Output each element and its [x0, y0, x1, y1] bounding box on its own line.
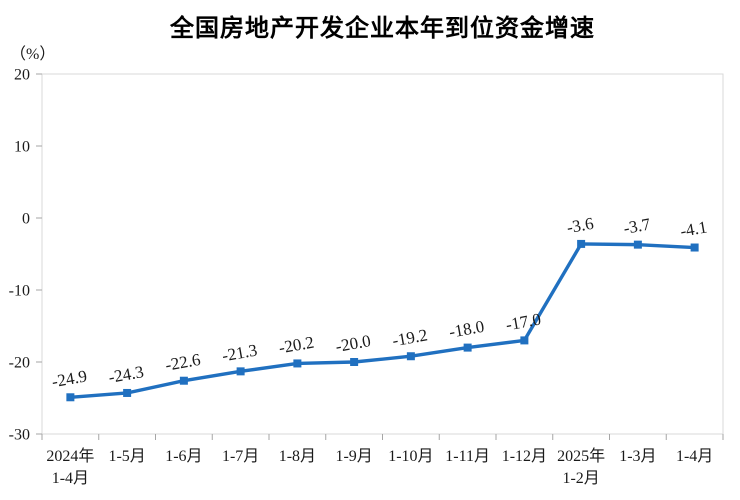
data-point-marker: [179, 376, 188, 385]
y-axis-tick-label: 0: [22, 211, 30, 228]
data-point-marker: [350, 358, 359, 366]
data-point-marker: [66, 393, 75, 402]
data-point-label: -18.0: [448, 317, 486, 342]
series-line: [70, 242, 695, 399]
chart-title: 全国房地产开发企业本年到位资金增速: [170, 15, 595, 42]
x-axis-category-label: 1-7月: [222, 448, 259, 465]
x-axis-category-label: 1-4月: [676, 448, 713, 465]
data-point-label: -21.3: [221, 341, 259, 366]
y-axis-tick-label: -30: [9, 427, 30, 444]
x-axis-category-label-line2: 1-2月: [562, 470, 599, 487]
y-axis-tick-label: -20: [9, 355, 30, 372]
y-axis-unit-label: （%）: [10, 46, 56, 63]
x-axis-category-label: 1-6月: [165, 448, 202, 465]
data-point-label: -22.6: [164, 350, 202, 375]
x-axis-category-label-line2: 1-4月: [52, 470, 89, 487]
data-point-marker: [520, 336, 529, 345]
data-point-marker: [293, 359, 302, 368]
x-axis-category-label: 2025年: [557, 447, 605, 465]
data-point-marker: [463, 343, 472, 352]
y-axis-tick-label: 10: [14, 139, 30, 156]
data-point-marker: [690, 243, 699, 252]
x-axis-category-label: 1-5月: [108, 448, 145, 465]
data-point-marker: [633, 240, 642, 249]
data-point-label: -20.2: [277, 333, 315, 358]
data-point-label: -17.0: [504, 310, 542, 335]
x-axis-category-label: 1-10月: [388, 448, 433, 465]
x-axis-category-label: 1-11月: [445, 448, 490, 465]
x-axis-category-label: 1-12月: [502, 448, 547, 465]
x-axis-category-label: 1-8月: [279, 448, 316, 465]
data-point-marker: [577, 239, 586, 248]
data-point-label: -24.9: [50, 366, 88, 391]
data-point-marker: [236, 367, 245, 376]
data-point-label: -3.6: [565, 214, 595, 237]
data-point-label: -3.7: [622, 214, 652, 237]
data-point-marker: [406, 352, 415, 361]
data-point-label: -4.1: [679, 217, 709, 240]
y-axis-tick-label: 20: [14, 67, 30, 84]
data-point-label: -24.3: [107, 362, 145, 387]
y-axis-tick-label: -10: [9, 283, 30, 300]
data-point-label: -20.0: [334, 331, 372, 356]
x-axis-category-label: 1-3月: [619, 448, 656, 465]
data-point-label: -19.2: [391, 325, 429, 350]
x-axis-category-label: 2024年: [46, 447, 94, 465]
data-point-marker: [123, 388, 132, 397]
x-axis-category-label: 1-9月: [335, 448, 372, 465]
